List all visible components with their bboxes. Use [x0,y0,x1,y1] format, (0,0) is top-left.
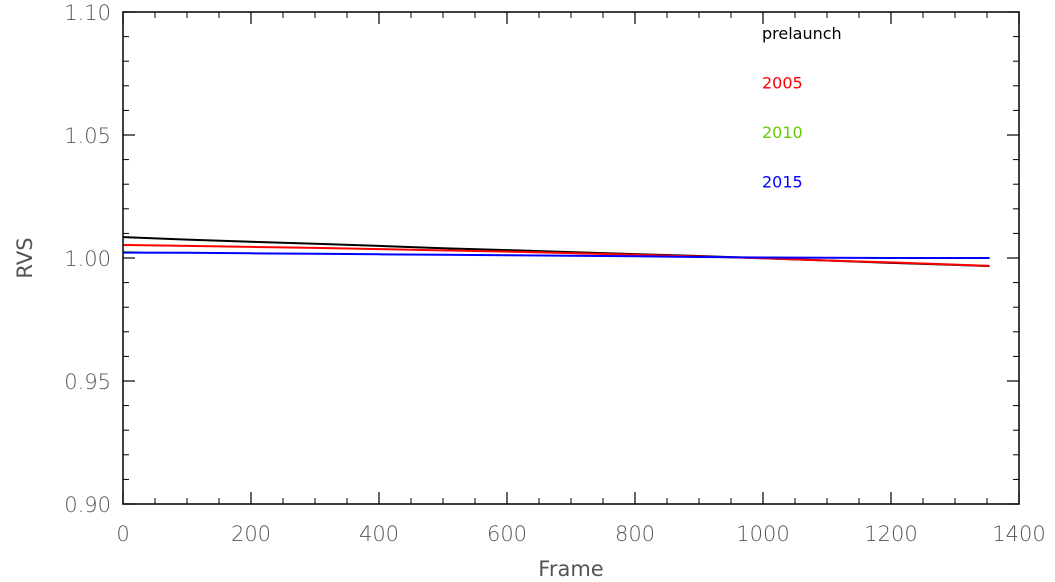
series-lines [122,236,990,268]
y-tick-labels: 0.90 0.95 1.00 1.05 1.10 [64,1,111,517]
series-line-2015 [122,251,990,259]
legend: prelaunch 2005 2010 2015 [762,24,842,192]
x-tick-label: 400 [359,522,399,546]
axis-ticks [122,11,1020,505]
x-tick-label: 0 [116,522,129,546]
y-tick-label: 0.95 [64,370,111,394]
legend-entry-prelaunch: prelaunch [762,24,842,43]
x-tick-label: 1000 [736,522,789,546]
x-tick-labels: 0 200 400 600 800 1000 1200 1400 [116,522,1045,546]
x-axis-title: Frame [538,557,603,581]
y-axis-title: RVS [13,237,37,278]
series-line-2005 [122,244,990,267]
legend-entry-2005: 2005 [762,74,803,93]
plot-frame [122,11,1020,505]
x-tick-label: 800 [615,522,655,546]
y-tick-label: 1.05 [64,124,111,148]
legend-entry-2015: 2015 [762,173,803,192]
y-tick-label: 1.00 [64,247,111,271]
legend-entry-2010: 2010 [762,123,803,142]
x-tick-label: 1200 [864,522,917,546]
x-tick-label: 1400 [992,522,1045,546]
x-tick-label: 600 [487,522,527,546]
y-tick-label: 0.90 [64,493,111,517]
y-tick-label: 1.10 [64,1,111,25]
x-tick-label: 200 [231,522,271,546]
